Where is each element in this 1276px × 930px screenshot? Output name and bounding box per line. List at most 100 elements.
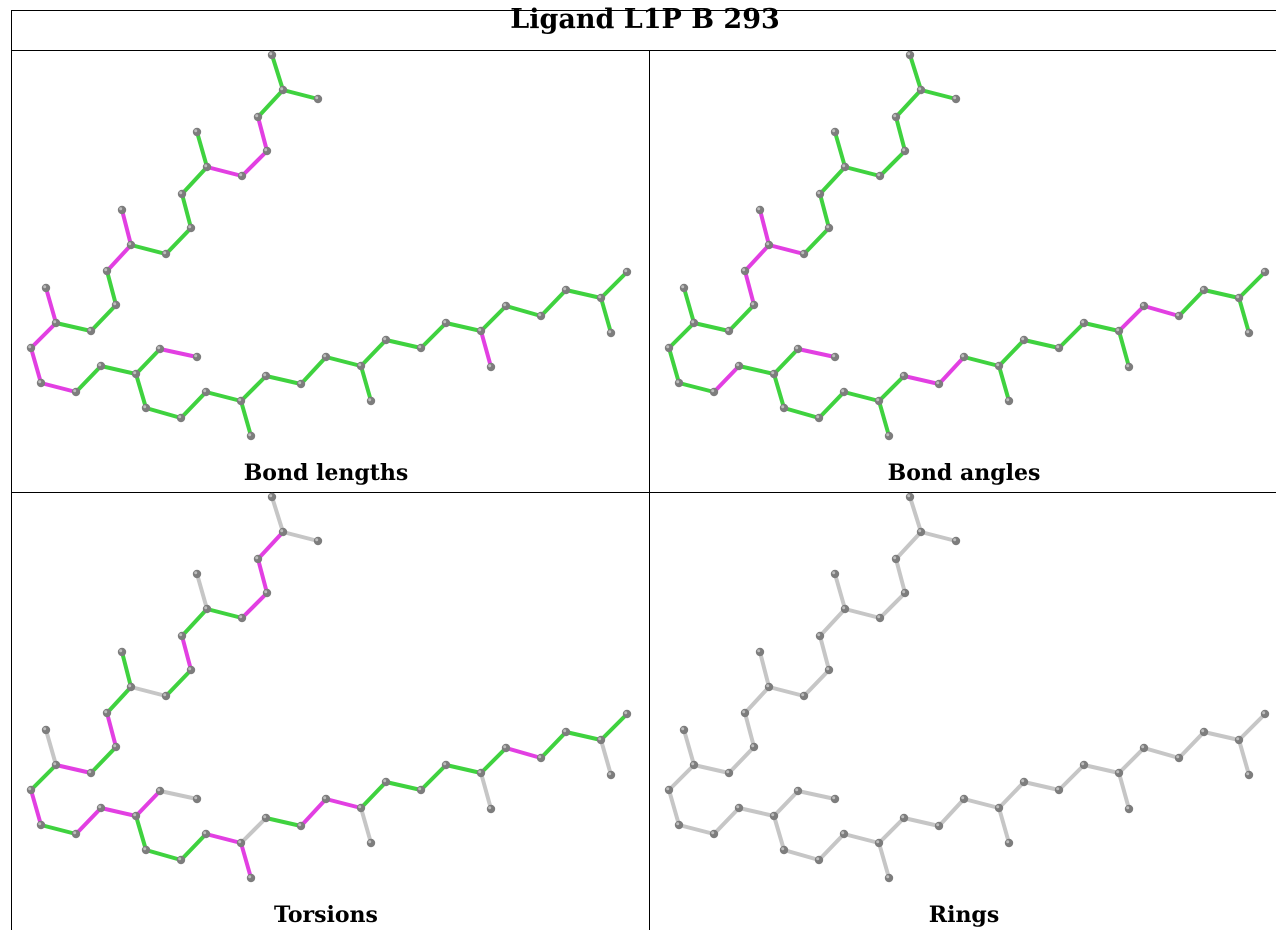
atom-highlight — [179, 191, 183, 195]
atom — [679, 725, 689, 735]
atom-highlight — [383, 337, 387, 341]
bond — [743, 269, 756, 307]
bond — [796, 347, 837, 359]
atom — [840, 162, 850, 172]
bond — [677, 823, 716, 836]
atom — [740, 266, 750, 276]
bond — [479, 304, 508, 333]
atom-highlight — [178, 857, 182, 861]
bond — [299, 355, 328, 386]
atom — [606, 770, 616, 780]
atom-highlight — [179, 633, 183, 637]
bond — [817, 832, 846, 862]
bond — [99, 364, 138, 376]
atom-highlight — [358, 805, 362, 809]
atom-highlight — [488, 364, 492, 368]
atom — [891, 112, 901, 122]
atom — [561, 727, 571, 737]
atom-highlight — [771, 813, 775, 817]
atom — [313, 94, 323, 104]
atom — [381, 777, 391, 787]
molecule-bond-lengths — [26, 50, 632, 441]
atom-highlight — [902, 148, 906, 152]
bond — [1237, 296, 1251, 335]
bond — [359, 338, 388, 368]
bond — [692, 763, 731, 775]
atom-highlight — [157, 346, 161, 350]
atom — [416, 785, 426, 795]
atom-highlight — [255, 556, 259, 560]
atom-highlight — [726, 328, 730, 332]
bond — [1057, 321, 1086, 350]
atom — [830, 569, 840, 579]
atom-highlight — [263, 373, 267, 377]
bond — [692, 321, 731, 333]
atom-highlight — [263, 815, 267, 819]
bond — [877, 816, 906, 845]
atom-highlight — [43, 727, 47, 731]
caption-bond-lengths: Bond lengths — [243, 460, 409, 486]
bond — [667, 346, 681, 385]
atom — [1079, 760, 1089, 770]
atom — [769, 811, 779, 821]
bond — [772, 789, 800, 818]
bond — [54, 321, 93, 333]
bond — [29, 788, 43, 827]
bond — [134, 814, 148, 852]
atom — [366, 396, 376, 406]
panel-bond-lengths — [0, 0, 638, 460]
atom — [296, 821, 306, 831]
atom-highlight — [757, 207, 761, 211]
atom-highlight — [742, 710, 746, 714]
bond — [937, 797, 966, 828]
panel-rings — [638, 442, 1276, 902]
atom-highlight — [842, 606, 846, 610]
atom-highlight — [298, 823, 302, 827]
frame-top-border — [11, 10, 1276, 11]
bond — [205, 607, 244, 620]
atom — [824, 665, 834, 675]
atom — [141, 403, 151, 413]
atom — [201, 829, 211, 839]
atom — [155, 344, 165, 354]
atom — [1139, 301, 1149, 311]
atom — [186, 223, 196, 233]
atom — [689, 760, 699, 770]
atom-highlight — [53, 762, 57, 766]
atom — [891, 554, 901, 564]
bond — [144, 848, 183, 862]
atom-highlight — [269, 494, 273, 498]
atom-highlight — [194, 796, 198, 800]
atom — [267, 492, 277, 502]
bond — [359, 364, 373, 403]
atom — [1004, 838, 1014, 848]
atom — [192, 352, 202, 362]
bond — [419, 763, 448, 792]
atom — [192, 569, 202, 579]
atom-highlight — [781, 847, 785, 851]
bond — [134, 372, 148, 410]
atom-highlight — [907, 494, 911, 498]
bond — [539, 288, 568, 318]
bond — [743, 711, 756, 749]
atom — [951, 536, 961, 546]
atoms — [26, 492, 632, 883]
bond — [29, 346, 43, 385]
bond — [727, 303, 756, 333]
atom-highlight — [901, 373, 905, 377]
bond — [180, 192, 193, 230]
atom-highlight — [832, 129, 836, 133]
bond — [767, 685, 806, 698]
atom-highlight — [842, 164, 846, 168]
bond — [359, 806, 373, 845]
atom — [177, 189, 187, 199]
atom — [356, 361, 366, 371]
atom-highlight — [538, 755, 542, 759]
atom — [1260, 709, 1270, 719]
atom-highlight — [742, 268, 746, 272]
atom-highlight — [817, 191, 821, 195]
atom — [71, 387, 81, 397]
atom-highlight — [98, 363, 102, 367]
bond — [877, 841, 891, 880]
atom — [994, 803, 1004, 813]
